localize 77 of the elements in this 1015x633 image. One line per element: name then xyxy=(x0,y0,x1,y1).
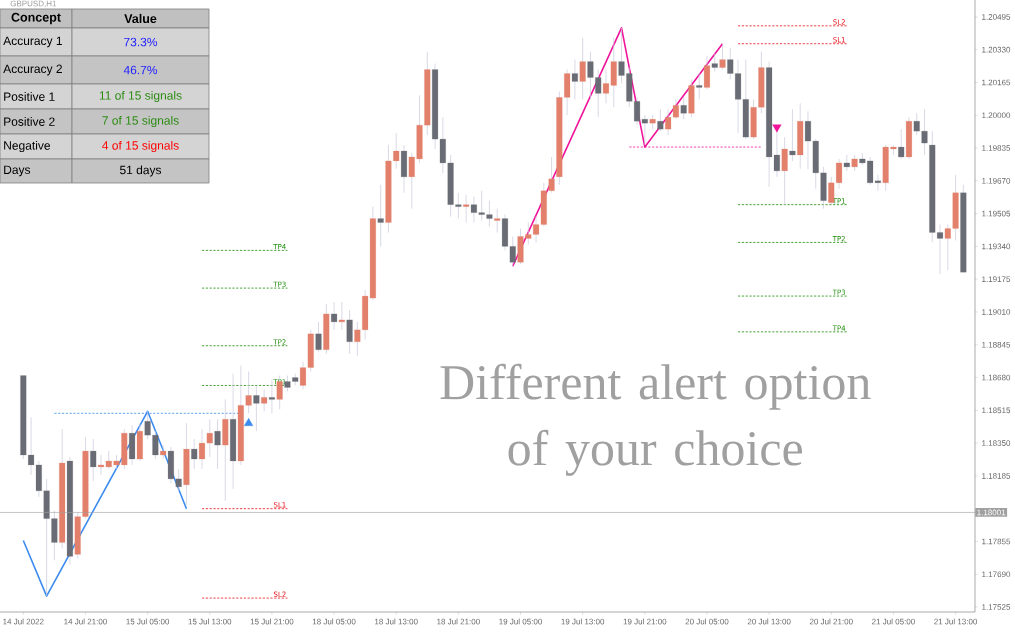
x-tick-label: 15 Jul 21:00 xyxy=(250,618,294,625)
y-tick-label: 1.19175 xyxy=(982,276,1011,283)
candlestick xyxy=(711,53,718,72)
y-tick-label: 1.19340 xyxy=(982,243,1011,250)
candlestick xyxy=(253,385,260,432)
candlestick xyxy=(579,37,586,100)
y-tick-label: 1.18845 xyxy=(982,341,1011,348)
candlestick xyxy=(649,114,656,130)
candlestick xyxy=(571,59,578,100)
annotation: 46.7% xyxy=(123,65,158,75)
annotation: 73.3% xyxy=(124,37,158,47)
x-tick-label: 15 Jul 05:00 xyxy=(126,618,170,625)
ref-line-label: 1.18001 xyxy=(977,509,1006,516)
x-tick-label: 19 Jul 13:00 xyxy=(561,618,605,625)
candlestick xyxy=(704,55,710,90)
candlestick xyxy=(261,389,268,412)
x-tick-label: 14 Jul 2022 xyxy=(3,618,44,625)
x-tick-label: 19 Jul 21:00 xyxy=(623,618,667,625)
x-tick-label: 19 Jul 05:00 xyxy=(499,618,542,625)
candlestick xyxy=(377,184,384,247)
annotation: Positive 2 xyxy=(4,117,55,126)
candlestick xyxy=(494,208,501,233)
chart-title: GBPUSD,H1 xyxy=(10,0,57,8)
y-tick-label: 1.19505 xyxy=(982,210,1011,217)
x-tick-label: 18 Jul 05:00 xyxy=(312,618,356,625)
candlestick xyxy=(90,438,97,482)
y-tick-label: 1.17525 xyxy=(982,604,1011,610)
candlestick xyxy=(696,73,703,100)
y-tick-label: 1.18185 xyxy=(982,473,1011,479)
candlestick xyxy=(268,379,275,414)
candlestick xyxy=(843,154,850,172)
candlestick xyxy=(214,418,221,470)
x-tick-label: 18 Jul 13:00 xyxy=(375,618,418,625)
annotation: Value xyxy=(124,13,157,24)
x-tick-label: 14 Jul 21:00 xyxy=(64,618,107,625)
annotation: 7 of 15 signals xyxy=(102,115,179,128)
candlestick xyxy=(331,301,338,331)
candlestick xyxy=(657,108,664,132)
annotation: Accuracy 1 xyxy=(3,36,62,48)
candlestick xyxy=(719,43,726,70)
candlestick xyxy=(463,194,470,223)
annotation: Positive 1 xyxy=(4,92,55,101)
x-tick-label: 20 Jul 21:00 xyxy=(809,618,853,625)
candlestick xyxy=(315,321,322,353)
y-tick-label: 1.20495 xyxy=(982,14,1011,20)
x-tick-label: 21 Jul 05:00 xyxy=(872,618,915,625)
x-tick-label: 15 Jul 13:00 xyxy=(188,618,232,625)
x-tick-label: 18 Jul 21:00 xyxy=(437,618,480,625)
candlestick xyxy=(191,438,198,470)
annotation: 4 of 15 signals xyxy=(102,140,179,153)
x-tick-label: 20 Jul 13:00 xyxy=(747,618,791,625)
annotation: Accuracy 2 xyxy=(3,64,62,76)
y-tick-label: 1.20165 xyxy=(982,79,1011,86)
candlestick xyxy=(789,108,796,162)
candlestick xyxy=(346,309,353,355)
annotation: Negative xyxy=(4,140,51,153)
annotation: Concept xyxy=(11,12,61,25)
y-tick-label: 1.17855 xyxy=(982,538,1011,545)
y-tick-label: 1.19835 xyxy=(982,145,1011,151)
y-tick-label: 1.18350 xyxy=(982,440,1011,446)
y-tick-label: 1.19010 xyxy=(982,309,1011,315)
y-tick-label: 1.18515 xyxy=(982,407,1011,414)
annotation: Different alert option of your choice xyxy=(440,363,871,476)
x-tick-label: 21 Jul 13:00 xyxy=(934,618,978,625)
candlestick xyxy=(781,136,788,206)
y-tick-label: 1.17690 xyxy=(982,571,1011,578)
annotation: Days xyxy=(4,165,31,177)
y-tick-label: 1.20330 xyxy=(982,46,1011,53)
y-tick-label: 1.19670 xyxy=(982,177,1011,184)
annotation: 11 of 15 signals xyxy=(99,90,182,103)
x-tick-label: 20 Jul 05:00 xyxy=(685,618,729,625)
candlestick xyxy=(898,128,905,160)
y-tick-label: 1.18680 xyxy=(982,374,1011,381)
y-tick-label: 1.20000 xyxy=(982,112,1011,119)
annotation: 51 days xyxy=(119,165,162,177)
candlestick xyxy=(680,97,687,120)
candlestick xyxy=(338,301,345,331)
